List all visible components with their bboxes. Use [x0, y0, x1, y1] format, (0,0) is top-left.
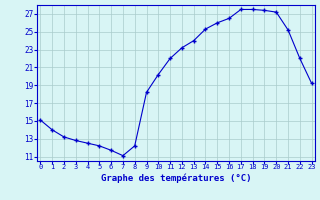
X-axis label: Graphe des températures (°C): Graphe des températures (°C): [101, 173, 251, 183]
